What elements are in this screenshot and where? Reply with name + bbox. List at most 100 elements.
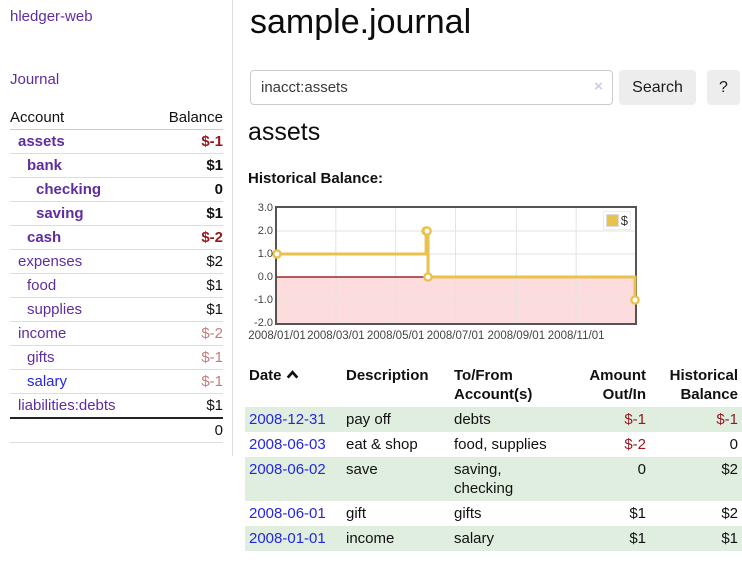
x-tick-label: 2008/11/01 xyxy=(547,330,605,342)
transaction-amount: $-1 xyxy=(558,407,650,432)
x-tick-label: 2008/03/01 xyxy=(307,330,365,342)
account-balance: $1 xyxy=(206,397,223,414)
account-balance: $1 xyxy=(206,157,223,174)
chart-legend: $ xyxy=(602,211,631,230)
account-link-cash[interactable]: cash xyxy=(27,229,62,246)
search-input[interactable] xyxy=(250,70,613,105)
column-header-balance: Historical Balance xyxy=(669,367,738,403)
account-link-supplies[interactable]: supplies xyxy=(27,301,83,318)
sidebar-item-journal[interactable]: Journal xyxy=(10,71,60,88)
y-tick-label: 1.0 xyxy=(257,248,273,260)
transaction-accounts: salary xyxy=(450,526,558,551)
column-header-accounts: To/From Account(s) xyxy=(454,367,533,403)
sidebar: hledger-web Journal Account Balance asse… xyxy=(0,0,233,456)
transaction-accounts: debts xyxy=(450,407,558,432)
sort-ascending-icon xyxy=(286,370,298,379)
transaction-description: income xyxy=(342,526,450,551)
account-link-checking[interactable]: checking xyxy=(36,181,102,198)
clear-search-icon[interactable]: × xyxy=(594,78,603,95)
account-link-gifts[interactable]: gifts xyxy=(27,349,55,366)
y-tick-label: -2.0 xyxy=(254,317,273,329)
transaction-amount: $1 xyxy=(558,526,650,551)
brand-link[interactable]: hledger-web xyxy=(10,8,93,25)
account-row: saving $1 xyxy=(10,202,223,226)
transaction-date-link[interactable]: 2008-06-01 xyxy=(249,505,326,522)
accounts-header-account: Account xyxy=(10,109,65,126)
register-row: 2008-06-02 save saving, checking 0 $2 xyxy=(245,457,742,501)
account-row: salary $-1 xyxy=(10,370,223,394)
transaction-amount: $1 xyxy=(629,505,646,522)
account-balance: $1 xyxy=(206,301,223,318)
transaction-balance: 0 xyxy=(729,436,738,453)
account-balance: $2 xyxy=(206,253,223,270)
account-row: bank $1 xyxy=(10,154,223,178)
transaction-date-link[interactable]: 2008-06-02 xyxy=(249,461,326,478)
register-row: 2008-06-03 eat & shop food, supplies $-2… xyxy=(245,432,742,457)
transaction-amount: $-2 xyxy=(624,436,646,453)
y-tick-label: 0.0 xyxy=(257,271,273,283)
legend-swatch-icon xyxy=(605,214,619,227)
transaction-balance: $1 xyxy=(650,526,742,551)
column-header-description: Description xyxy=(346,367,429,384)
account-row: food $1 xyxy=(10,274,223,298)
account-balance: $1 xyxy=(206,277,223,294)
account-balance: $1 xyxy=(206,205,223,222)
transaction-balance: $2 xyxy=(650,457,742,501)
account-row: gifts $-1 xyxy=(10,346,223,370)
account-row: liabilities:debts $1 xyxy=(10,394,223,419)
account-balance: $-1 xyxy=(201,349,223,366)
historical-balance-chart: $ 3.0 2.0 1.0 0.0 -1.0 -2.0 2008/01/01 2008/03/… xyxy=(247,202,742,345)
account-row: income $-2 xyxy=(10,322,223,346)
transaction-balance: $-1 xyxy=(650,407,742,432)
transaction-description: save xyxy=(342,457,450,501)
account-balance: $-1 xyxy=(201,133,223,150)
account-link-income[interactable]: income xyxy=(18,325,67,342)
transaction-date-link[interactable]: 2008-06-03 xyxy=(249,436,326,453)
account-page-title: assets xyxy=(248,118,321,146)
account-balance: $-2 xyxy=(201,325,223,342)
account-link-food[interactable]: food xyxy=(27,277,57,294)
accounts-total-row: 0 xyxy=(10,419,223,443)
account-link-assets[interactable]: assets xyxy=(18,133,65,150)
account-row: assets $-1 xyxy=(10,130,223,154)
transaction-date-link[interactable]: 2008-12-31 xyxy=(249,411,326,428)
account-link-bank[interactable]: bank xyxy=(27,157,63,174)
transaction-description: pay off xyxy=(342,407,450,432)
y-tick-label: 3.0 xyxy=(257,202,273,214)
search-bar: × Search ? xyxy=(250,70,740,105)
register: Date Description To/From Account(s) Amou… xyxy=(245,363,742,551)
transaction-date-link[interactable]: 2008-01-01 xyxy=(249,530,326,547)
account-link-expenses[interactable]: expenses xyxy=(18,253,83,270)
register-row: 2008-12-31 pay off debts $-1 $-1 xyxy=(245,407,742,432)
account-link-saving[interactable]: saving xyxy=(36,205,84,222)
transaction-accounts: saving, checking xyxy=(450,457,558,501)
y-tick-label: 2.0 xyxy=(257,225,273,237)
transaction-description: eat & shop xyxy=(346,436,418,453)
chart-canvas xyxy=(272,208,640,323)
account-row: expenses $2 xyxy=(10,250,223,274)
register-table: Date Description To/From Account(s) Amou… xyxy=(245,363,742,551)
column-header-date[interactable]: Date xyxy=(245,363,342,407)
account-link-liabilities-debts[interactable]: liabilities:debts xyxy=(18,397,116,414)
accounts-header-row: Account Balance xyxy=(10,106,223,130)
account-balance: 0 xyxy=(214,181,223,198)
chart-plot-area: $ xyxy=(272,206,640,325)
account-balance: $-2 xyxy=(201,229,223,246)
transaction-accounts: food, supplies xyxy=(454,436,547,453)
accounts-total-balance: 0 xyxy=(214,422,223,439)
search-button[interactable]: Search xyxy=(619,70,696,105)
account-link-salary[interactable]: salary xyxy=(27,373,68,390)
transaction-accounts: gifts xyxy=(454,505,482,522)
y-tick-label: -1.0 xyxy=(254,294,273,306)
x-tick-label: 2008/05/01 xyxy=(366,330,425,342)
account-row: cash $-2 xyxy=(10,226,223,250)
accounts-header-balance: Balance xyxy=(168,109,223,126)
chart-title: Historical Balance: xyxy=(248,170,384,187)
x-tick-label: 2008/09/01 xyxy=(487,330,546,342)
transaction-balance: $2 xyxy=(721,505,738,522)
x-tick-label: 2008/01/01 xyxy=(248,330,306,342)
accounts-table: Account Balance assets $-1 bank $1 checkin… xyxy=(10,106,223,443)
help-button[interactable]: ? xyxy=(707,70,740,105)
account-row: supplies $1 xyxy=(10,298,223,322)
